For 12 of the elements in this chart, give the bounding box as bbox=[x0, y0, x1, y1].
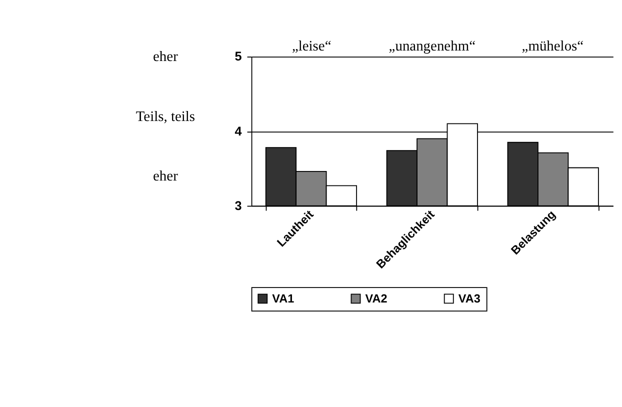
text: Teils, teils bbox=[136, 108, 196, 125]
text: „mühelos“ bbox=[522, 38, 584, 54]
y-tick-label: 4 bbox=[234, 124, 242, 138]
text: „leise“ bbox=[292, 38, 332, 54]
legend-label: VA2 bbox=[365, 292, 388, 306]
legend-label: VA3 bbox=[458, 292, 481, 306]
y-tick-label: 3 bbox=[234, 198, 242, 213]
text: eher bbox=[153, 49, 178, 66]
y-tick-label: 5 bbox=[234, 50, 242, 64]
legend-label: VA1 bbox=[272, 292, 295, 306]
text: eher bbox=[153, 168, 178, 184]
text: „unangenehm“ bbox=[388, 38, 476, 54]
